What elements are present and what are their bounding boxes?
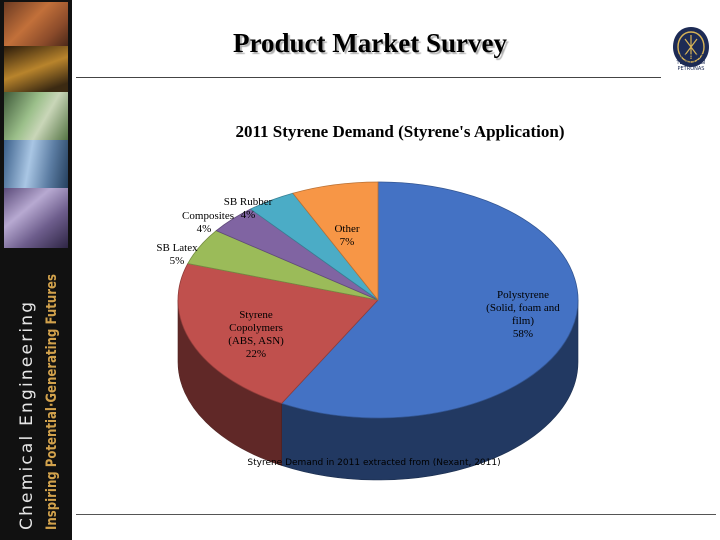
sidebar-line-2: Inspiring Potential·Generating Futures	[44, 274, 60, 530]
logo-text: UNIVERSITI TEKNOLOGI PETRONAS	[664, 54, 718, 72]
pie-slice-label: SB Latex 5%	[156, 242, 198, 267]
sidebar-tagline: Chemical Engineering Inspiring Potential…	[17, 274, 60, 530]
pie-slice-label: Polystyrene (Solid, foam and film) 58%	[486, 289, 560, 340]
sidebar-line-1: Chemical Engineering	[17, 300, 37, 530]
slide-title: Product Market Survey	[233, 28, 507, 58]
pie-slice-label: Styrene Copolymers (ABS, ASN) 22%	[228, 309, 284, 360]
pie-slice-label: SB Rubber 4%	[224, 196, 273, 221]
logo-line: UNIVERSITI	[676, 54, 706, 60]
pie-slice	[280, 181, 579, 419]
sidebar-photo-2	[4, 46, 68, 98]
pie-slices	[177, 181, 579, 419]
pie-slice	[292, 181, 379, 302]
sidebar-photo-5	[4, 188, 68, 248]
chart-title: 2011 Styrene Demand (Styrene's Applicati…	[235, 122, 565, 141]
university-logo-icon	[673, 27, 709, 67]
sidebar-banner: Chemical Engineering Inspiring Potential…	[0, 0, 72, 540]
pie-labels: Polystyrene (Solid, foam and film) 58% Styre…	[156, 196, 560, 360]
pie-slice-label: Other 7%	[334, 223, 359, 248]
sidebar-photo-1	[4, 2, 68, 54]
chart-caption: Styrene Demand in 2011 extracted from (N…	[247, 458, 500, 468]
sidebar-photo-4	[4, 140, 68, 192]
title-divider	[76, 77, 661, 78]
sidebar-photo-3	[4, 92, 68, 144]
logo-line: TEKNOLOGI	[676, 60, 706, 66]
footer-divider	[76, 514, 716, 515]
pie-slice	[177, 263, 379, 404]
pie-slice-label: Composites 4%	[182, 210, 234, 235]
logo-line: PETRONAS	[677, 66, 705, 72]
